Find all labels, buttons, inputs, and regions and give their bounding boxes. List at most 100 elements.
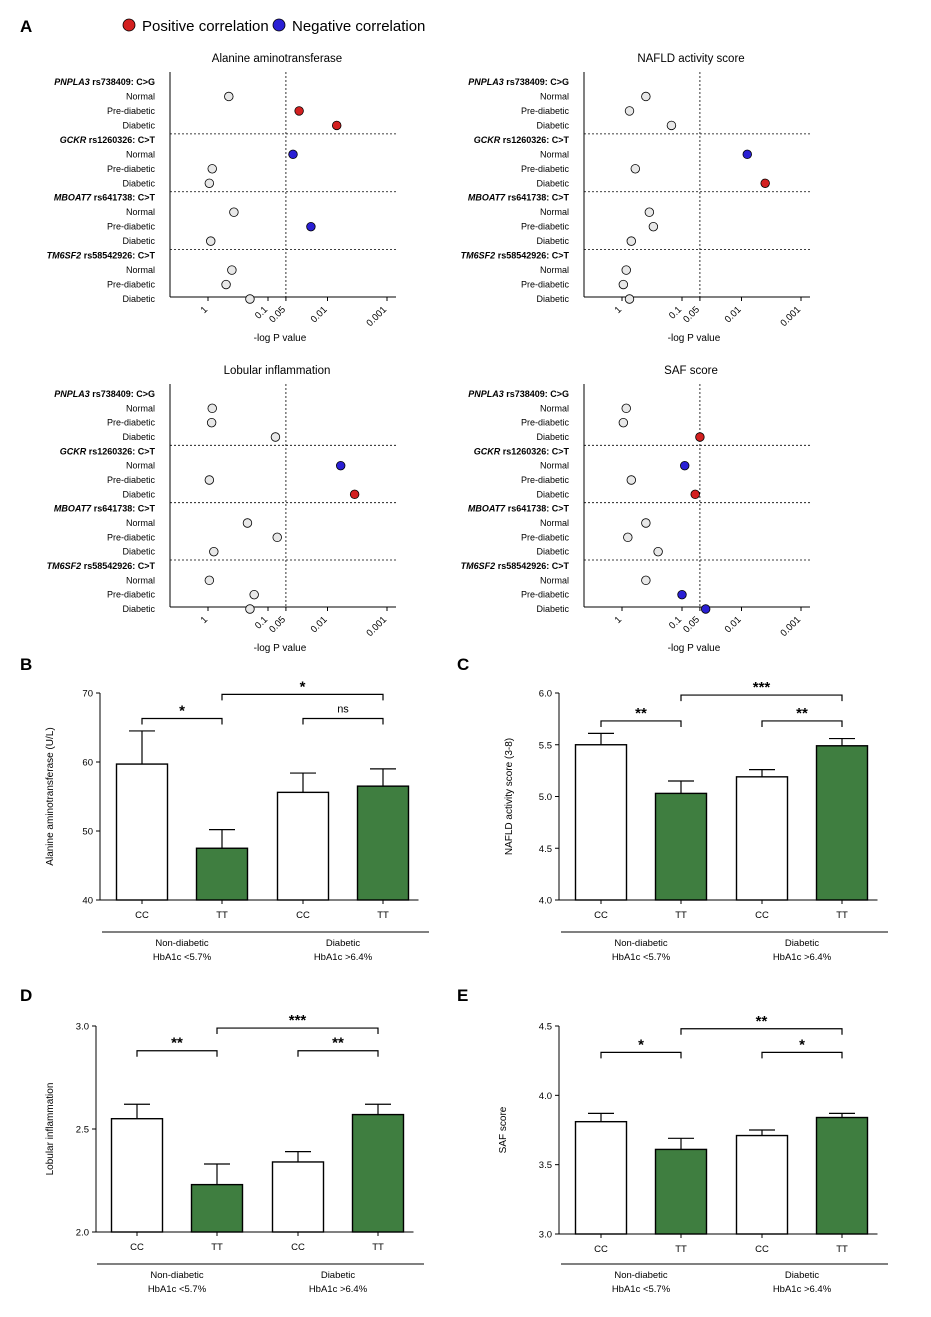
gene-name: GCKR [474, 446, 501, 456]
row-label: Normal [126, 149, 155, 159]
x-axis-label: -log P value [254, 333, 307, 344]
row-label: Normal [126, 575, 155, 585]
x-tick-label: 0.05 [681, 614, 702, 635]
legend-negative-label: Negative correlation [292, 18, 425, 35]
bar [574, 1120, 628, 1235]
row-label: Normal [126, 403, 155, 413]
panel-letter-b: B [20, 655, 32, 674]
data-point [621, 265, 631, 275]
data-point [618, 417, 629, 428]
data-point [641, 91, 651, 102]
data-point [680, 460, 690, 471]
x-tick-label: CC [755, 1244, 769, 1255]
row-label: Normal [126, 207, 155, 217]
y-tick-label: 3.0 [76, 1022, 89, 1033]
data-point [332, 120, 342, 131]
x-tick-label: CC [135, 910, 149, 921]
row-label: Diabetic [536, 178, 569, 188]
data-point [221, 279, 231, 290]
group-label: MBOAT7 rs641738: C>T [54, 193, 156, 203]
x-tick-label: TT [216, 910, 228, 921]
row-label: Pre-diabetic [521, 532, 570, 542]
legend-positive-label: Positive correlation [142, 18, 269, 35]
variant-label: rs1260326: C>T [86, 446, 155, 456]
x-tick-label: 0.001 [365, 614, 390, 639]
group-label-line2: HbA1c >6.4% [773, 952, 832, 963]
group-label: PNPLA3 rs738409: C>G [468, 77, 569, 87]
data-point [204, 178, 215, 188]
group-label: PNPLA3 rs738409: C>G [54, 77, 155, 87]
significance-bracket [216, 1027, 379, 1035]
group-label: MBOAT7 rs641738: C>T [468, 193, 570, 203]
bar [815, 745, 869, 901]
data-point [700, 604, 711, 614]
group-label: MBOAT7 rs641738: C>T [54, 504, 156, 514]
row-label: Pre-diabetic [107, 222, 156, 232]
bar-chart-E: 3.0 3.5 4.0 4.5 SAF score CC TT CC TT Non-diabeti… [498, 1013, 888, 1295]
forest-title: Lobular inflammation [224, 365, 331, 377]
data-point [653, 546, 663, 557]
row-label: Normal [540, 207, 569, 217]
row-label: Diabetic [536, 236, 569, 246]
variant-label: rs1260326: C>T [86, 135, 155, 145]
row-label: Pre-diabetic [107, 590, 156, 600]
y-tick-label: 4.0 [539, 896, 552, 907]
significance-bracket [680, 1028, 843, 1035]
y-axis-label: SAF score [498, 1106, 509, 1153]
data-point [644, 207, 655, 217]
data-point [206, 417, 217, 428]
group-label-line1: Diabetic [785, 1270, 820, 1281]
panel-letter-c: C [457, 655, 469, 674]
forest-title: Alanine aminotransferase [212, 53, 342, 65]
significance-label: ** [171, 1035, 183, 1052]
significance-label: *** [753, 679, 771, 696]
variant-label: rs641738: C>T [91, 193, 155, 203]
legend-positive-marker [122, 18, 136, 32]
significance-label: * [799, 1036, 805, 1053]
x-tick-label: 0.05 [681, 304, 702, 325]
variant-label: rs58542926: C>T [495, 561, 569, 571]
y-tick-label: 5.0 [539, 792, 552, 803]
bar-chart-C: 4.0 4.5 5.0 5.5 6.0 NAFLD activity score (3-8… [504, 679, 888, 963]
x-tick-label: 0.01 [723, 614, 744, 635]
x-tick-label: 0.05 [267, 614, 288, 635]
panel-letter-a: A [20, 17, 32, 36]
y-tick-label: 3.0 [539, 1230, 552, 1241]
group-label-line1: Non-diabetic [155, 938, 209, 949]
bar [110, 1117, 164, 1233]
significance-label: *** [289, 1012, 307, 1029]
bar [815, 1116, 869, 1235]
variant-label: rs641738: C>T [505, 193, 569, 203]
bar-chart-B: 40 50 60 70 Alanine aminotransferase (U/L) CC… [45, 678, 429, 963]
data-point [624, 294, 635, 304]
row-label: Pre-diabetic [107, 475, 156, 485]
row-label: Normal [540, 461, 569, 471]
data-point [288, 149, 298, 160]
legend-negative-marker [272, 18, 286, 32]
row-label: Pre-diabetic [521, 164, 570, 174]
group-label: GCKR rs1260326: C>T [474, 446, 570, 456]
bar [190, 1183, 244, 1233]
data-point [245, 294, 255, 304]
row-label: Pre-diabetic [107, 280, 156, 290]
significance-bracket [221, 693, 384, 701]
row-label: Diabetic [536, 120, 569, 130]
x-tick-label: 0.001 [779, 614, 804, 639]
data-point [760, 178, 770, 188]
significance-bracket [297, 1050, 379, 1057]
row-label: Pre-diabetic [521, 106, 570, 116]
group-label-line1: Diabetic [326, 938, 361, 949]
group-label-line2: HbA1c >6.4% [309, 1284, 368, 1295]
x-tick-label: TT [211, 1242, 223, 1253]
data-point [623, 532, 633, 543]
row-label: Diabetic [122, 236, 155, 246]
data-point [204, 575, 215, 586]
row-label: Diabetic [122, 604, 155, 614]
bar-chart-D: 2.0 2.5 3.0 Lobular inflammation CC TT CC TT Non… [45, 1012, 424, 1295]
y-axis-label: Alanine aminotransferase (U/L) [45, 727, 56, 865]
data-point [229, 207, 239, 217]
significance-label: ** [756, 1013, 768, 1030]
y-axis-label: NAFLD activity score (3-8) [504, 738, 515, 855]
